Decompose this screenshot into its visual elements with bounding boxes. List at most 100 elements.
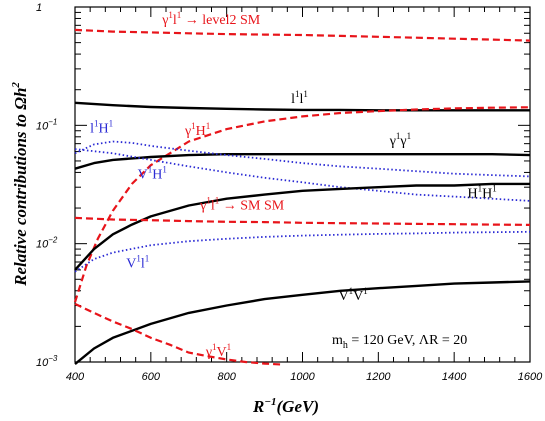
series-label-part: H	[152, 168, 162, 183]
series-label: γ1l1 → SM SM	[199, 195, 285, 213]
series-label-part: 1	[177, 10, 182, 20]
series-label: γ1l1 → level2 SM	[161, 10, 261, 28]
series-label: V1l1	[126, 253, 149, 271]
y-tick-label: 10−1	[36, 117, 57, 132]
y-tick-label: 10−3	[36, 354, 58, 369]
series-label-part: 1	[136, 253, 141, 263]
x-tick-label: 1200	[366, 371, 391, 383]
x-axis-title: R−1(GeV)	[252, 396, 319, 416]
y-tick-label-exp: −2	[48, 236, 58, 245]
series-label: l1l1	[291, 89, 308, 107]
series-label-part: γ	[199, 198, 206, 213]
x-tick-label: 600	[142, 371, 161, 383]
series-line	[74, 230, 531, 273]
series-label-part: 1	[349, 286, 354, 296]
series-label-part: H	[196, 124, 206, 139]
series-label: l1H1	[90, 118, 113, 136]
series-label-part: V	[138, 168, 148, 183]
series-line	[74, 302, 284, 366]
series-line	[74, 28, 531, 42]
series-label-part: 1	[212, 342, 217, 352]
y-axis-title: Relative contributions to Ωh2	[10, 82, 30, 287]
series-label-part: V	[339, 289, 349, 304]
series-label-part: γ	[389, 134, 396, 149]
series-label-part: H	[467, 187, 477, 202]
annotation: mh = 120 GeV, ΛR = 20	[332, 333, 467, 351]
series-label-part: γ	[161, 13, 168, 28]
x-tick-label: 1000	[290, 371, 315, 383]
x-tick-label: 400	[66, 371, 85, 383]
series-label: γ1γ1	[389, 131, 411, 149]
series-label: V1V1	[339, 286, 368, 304]
series-label-part: l	[90, 121, 94, 136]
x-tick-label: 1400	[442, 371, 467, 383]
x-tick-label: 1600	[518, 371, 543, 383]
series-label-part: 1	[396, 131, 401, 141]
annotation-rest: = 120 GeV, ΛR = 20	[348, 333, 467, 348]
y-tick-label: 1	[36, 2, 42, 14]
series-line	[74, 140, 531, 178]
series-label-part: γ	[399, 134, 406, 149]
series-label: γ1H1	[184, 121, 210, 139]
series-line	[74, 152, 531, 170]
series-label-part: 1	[363, 286, 368, 296]
series-label-part: 1	[109, 118, 114, 128]
series-label-part: γ	[184, 124, 191, 139]
series-label-part: 1	[162, 165, 167, 175]
y-tick-label-exp: −1	[48, 117, 57, 126]
x-axis-title-main: R	[252, 397, 264, 416]
series-label-part: 1	[148, 165, 153, 175]
series-label-part: l	[291, 92, 295, 107]
series-label: H1H1	[467, 184, 496, 202]
x-tick-label: 800	[217, 371, 236, 383]
annotation-sub: h	[343, 340, 348, 351]
y-tick-label-exp: −3	[48, 354, 58, 363]
series-label-part: H	[99, 121, 109, 136]
series-label-part: 1	[206, 121, 211, 131]
series-line	[74, 216, 531, 226]
annotation-main: m	[332, 333, 343, 348]
series-line	[74, 101, 530, 112]
series-label-part: 1	[168, 10, 173, 20]
series-line	[74, 280, 531, 366]
series-label-part: 1	[191, 121, 196, 131]
y-tick-label: 10−2	[36, 236, 58, 251]
series-label-part: γ	[205, 345, 212, 360]
series-layer	[73, 28, 531, 366]
y-tick-label-base: 10	[36, 239, 49, 251]
series-label-part: 1	[478, 184, 483, 194]
series-line	[73, 106, 531, 303]
x-axis-title-exp: −1	[264, 396, 276, 408]
series-label-part: → level2 SM	[181, 13, 260, 28]
y-tick-label-base: 10	[36, 357, 49, 369]
series-label-part: 1	[94, 118, 99, 128]
series-label-part: V	[353, 289, 363, 304]
series-label-part: 1	[295, 89, 300, 99]
y-axis-title-exp: 2	[10, 82, 22, 89]
series-label-part: 1	[492, 184, 497, 194]
series-label-part: 1	[407, 131, 412, 141]
series-label-part: → SM SM	[219, 198, 285, 213]
y-axis-title-main: Relative contributions to Ωh	[11, 88, 30, 287]
series-label-part: l	[141, 256, 145, 271]
series-label-part: l	[173, 13, 177, 28]
series-line	[74, 182, 530, 271]
series-label: γ1V1	[205, 342, 231, 360]
series-line	[74, 148, 531, 202]
series-label-part: 1	[303, 89, 308, 99]
series-label-part: V	[217, 345, 227, 360]
series-label-part: 1	[227, 342, 232, 352]
series-label-part: 1	[206, 195, 211, 205]
series-label-part: 1	[145, 253, 150, 263]
series-label-part: l	[211, 198, 215, 213]
y-tick-label-base: 1	[36, 2, 42, 14]
y-tick-label-base: 10	[36, 120, 49, 132]
x-axis-title-unit: (GeV)	[277, 397, 319, 416]
series-label: V1H1	[138, 165, 167, 183]
series-label-part: H	[482, 187, 492, 202]
series-label-part: V	[126, 256, 136, 271]
series-labels: γ1l1 → level2 SMl1l1γ1H1γ1γ1l1H1V1H1H1H1…	[90, 10, 497, 360]
series-label-part: 1	[215, 195, 220, 205]
